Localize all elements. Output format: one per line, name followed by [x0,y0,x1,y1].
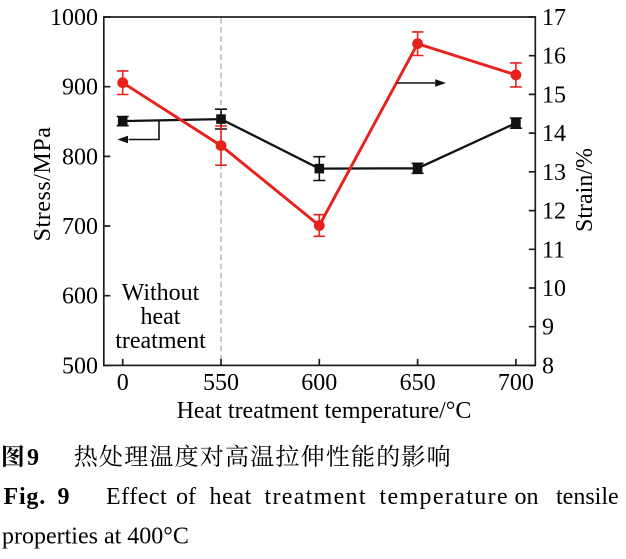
svg-text:13: 13 [542,160,566,186]
svg-text:0: 0 [117,370,129,396]
svg-text:550: 550 [203,370,239,396]
svg-text:Without: Without [122,280,200,306]
svg-text:650: 650 [400,370,436,396]
svg-text:1000: 1000 [50,5,98,31]
svg-text:10: 10 [542,276,566,302]
svg-text:tensile: tensile [556,484,619,510]
svg-text:9: 9 [27,445,39,471]
svg-text:treatment: treatment [115,328,206,354]
svg-text:Effect: Effect [106,484,167,510]
svg-text:12: 12 [542,199,566,225]
svg-text:heat: heat [210,484,252,510]
svg-text:500: 500 [62,353,98,379]
svg-text:Strain/%: Strain/% [572,148,598,232]
svg-text:15: 15 [542,82,566,108]
svg-text:700: 700 [62,214,98,240]
svg-text:11: 11 [542,237,565,263]
svg-text:Heat treatment temperature/°C: Heat treatment temperature/°C [177,398,472,424]
svg-text:treatment: treatment [265,484,367,510]
svg-text:900: 900 [62,75,98,101]
svg-text:Fig.: Fig. [4,484,47,510]
svg-text:9: 9 [58,484,70,510]
svg-text:temperature: temperature [380,484,509,510]
svg-text:600: 600 [301,370,337,396]
svg-text:9: 9 [542,315,554,341]
svg-text:14: 14 [542,121,566,147]
svg-text:heat: heat [141,304,181,330]
svg-text:of: of [176,484,196,510]
svg-text:16: 16 [542,44,566,70]
svg-text:8: 8 [542,353,554,379]
svg-text:on: on [515,484,539,510]
svg-text:Stress/MPa: Stress/MPa [30,127,56,242]
svg-text:800: 800 [62,144,98,170]
svg-text:700: 700 [498,370,534,396]
svg-text:600: 600 [62,284,98,310]
svg-text:17: 17 [542,5,566,31]
svg-text:properties at 400°C: properties at 400°C [2,524,189,550]
